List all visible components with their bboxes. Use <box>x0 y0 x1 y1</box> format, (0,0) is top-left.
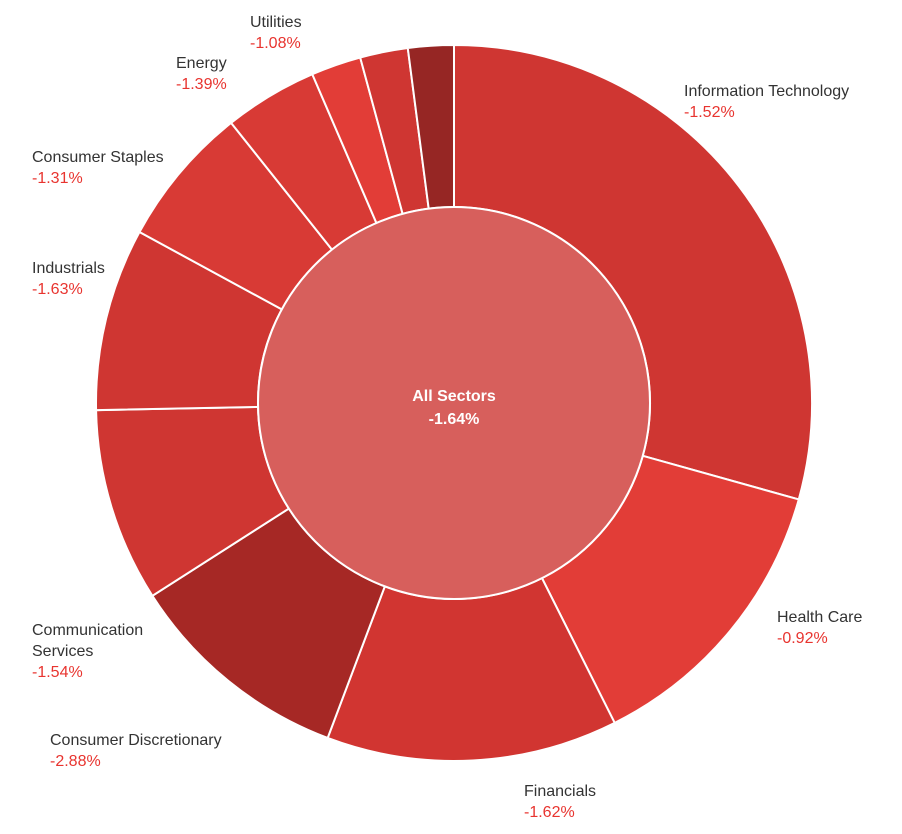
label-value: -1.62% <box>524 804 575 821</box>
label-value: -1.52% <box>684 104 735 121</box>
label-name: Energy <box>176 55 227 72</box>
label-name: Consumer Discretionary <box>50 732 222 749</box>
label-consumer-discretionary: Consumer Discretionary -2.88% <box>50 732 222 770</box>
label-name: Communication <box>32 622 143 639</box>
label-value: -1.31% <box>32 170 83 187</box>
labels-group: Information Technology -1.52% Health Care -… <box>32 14 862 821</box>
center-all-sectors-circle[interactable] <box>257 206 651 600</box>
label-value: -1.08% <box>250 35 301 52</box>
label-value: -1.39% <box>176 76 227 93</box>
label-consumer-staples: Consumer Staples -1.31% <box>32 149 164 187</box>
label-name: Consumer Staples <box>32 149 164 166</box>
label-name: Utilities <box>250 14 302 31</box>
label-value: -2.88% <box>50 753 101 770</box>
center-value: -1.64% <box>429 411 480 428</box>
label-name: Industrials <box>32 260 105 277</box>
label-information-technology: Information Technology -1.52% <box>684 83 849 121</box>
label-value: -1.54% <box>32 664 83 681</box>
label-name: Services <box>32 643 93 660</box>
label-health-care: Health Care -0.92% <box>777 609 862 647</box>
label-value: -0.92% <box>777 630 828 647</box>
label-communication-services: Communication Services -1.54% <box>32 622 143 681</box>
center-label: All Sectors <box>412 388 496 405</box>
label-utilities: Utilities -1.08% <box>250 14 302 52</box>
label-financials: Financials -1.62% <box>524 783 596 821</box>
label-name: Information Technology <box>684 83 849 100</box>
label-name: Health Care <box>777 609 862 626</box>
label-industrials: Industrials -1.63% <box>32 260 105 298</box>
label-name: Financials <box>524 783 596 800</box>
slices-group <box>95 43 813 762</box>
label-energy: Energy -1.39% <box>176 55 227 93</box>
label-value: -1.63% <box>32 281 83 298</box>
